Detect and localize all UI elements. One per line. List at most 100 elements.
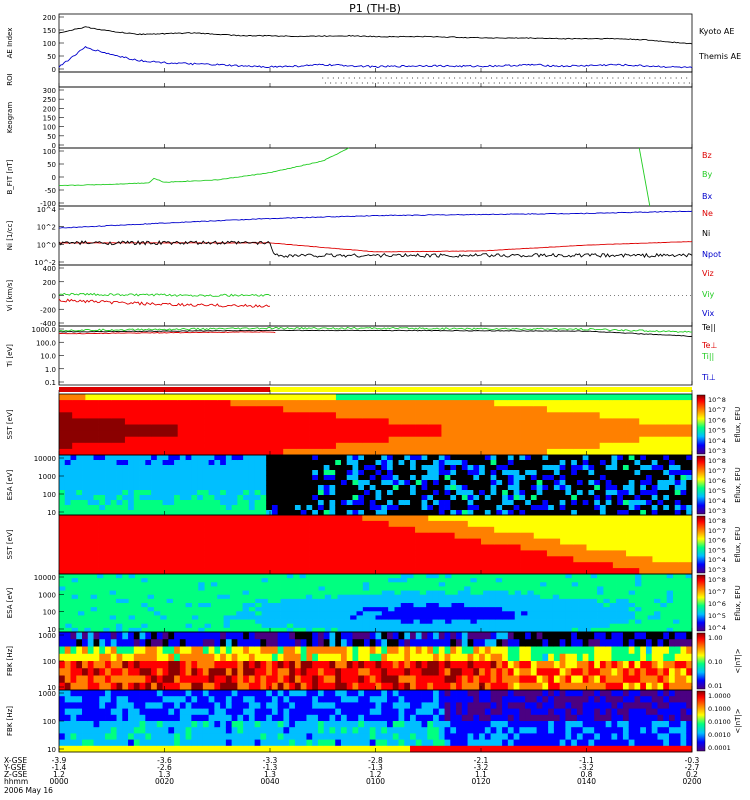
- spectrogram-cell: [392, 465, 399, 471]
- spectrogram-cell: [289, 702, 296, 709]
- spectrogram-cell: [533, 594, 541, 600]
- spectrogram-cell: [665, 442, 680, 450]
- spectrogram-cell: [578, 607, 585, 612]
- spectrogram-cell: [530, 653, 538, 662]
- spectrogram-cell: [473, 455, 480, 461]
- spectrogram-cell: [72, 515, 86, 522]
- spectrogram-cell: [208, 745, 215, 753]
- spectrogram-cell: [652, 436, 667, 444]
- spectrogram-cell: [445, 590, 452, 596]
- spectrogram-cell: [426, 578, 433, 583]
- spectrogram-cell: [243, 424, 258, 431]
- spectrogram-cell: [156, 460, 163, 466]
- spectrogram-cell: [217, 424, 231, 431]
- spectrogram-cell: [294, 632, 302, 640]
- spectrogram-cell: [490, 465, 497, 471]
- spectrogram-cell: [433, 639, 440, 647]
- spectrogram-cell: [536, 675, 543, 684]
- spectrogram-cell: [350, 574, 357, 579]
- spectrogram-cell: [296, 448, 310, 456]
- spectrogram-cell: [116, 653, 123, 662]
- spectrogram-cell: [651, 639, 658, 647]
- spectrogram-cell: [111, 418, 126, 425]
- spectrogram-cell: [352, 455, 359, 461]
- spectrogram-cell: [172, 615, 180, 620]
- spectrogram-cell: [645, 661, 653, 669]
- spectrogram-cell: [185, 590, 193, 596]
- spectrogram-cell: [305, 598, 313, 604]
- spectrogram-cell: [346, 510, 353, 516]
- spectrogram-cell: [124, 394, 139, 401]
- spectrogram-cell: [599, 430, 614, 438]
- spectrogram-cell: [322, 400, 337, 407]
- spectrogram-cell: [609, 615, 617, 620]
- spectrogram-cell: [309, 430, 324, 438]
- spectrogram-cell: [236, 603, 243, 608]
- spectrogram-cell: [668, 675, 676, 684]
- spectrogram-cell: [70, 455, 77, 461]
- spectrogram-cell: [496, 470, 503, 476]
- spectrogram-cell: [93, 480, 100, 486]
- spectrogram-cell: [375, 505, 382, 511]
- spectrogram-cell: [559, 615, 566, 620]
- spectrogram-cell: [122, 708, 129, 716]
- spectrogram-cell: [507, 495, 515, 501]
- spectrogram-cell: [271, 470, 279, 476]
- spectrogram-cell: [122, 574, 130, 579]
- spectrogram-cell: [231, 702, 238, 709]
- spectrogram-cell: [502, 485, 509, 491]
- spectrogram-cell: [639, 442, 653, 450]
- spectrogram-cell: [306, 646, 313, 655]
- spectrogram-cell: [243, 696, 250, 703]
- spectrogram-cell: [645, 653, 653, 662]
- spectrogram-cell: [77, 611, 85, 616]
- spectrogram-cell: [260, 500, 267, 506]
- spectrogram-cell: [76, 675, 83, 684]
- spectrogram-cell: [71, 574, 79, 579]
- spectrogram-cell: [507, 661, 515, 669]
- spectrogram-cell: [340, 470, 348, 476]
- spectrogram-cell: [124, 406, 139, 413]
- spectrogram-cell: [663, 632, 670, 640]
- spectrogram-cell: [588, 646, 595, 655]
- spectrogram-cell: [588, 495, 595, 501]
- spectrogram-cell: [103, 586, 111, 591]
- spectrogram-cell: [312, 623, 319, 629]
- spectrogram-cell: [375, 590, 383, 596]
- spectrogram-cell: [85, 436, 99, 444]
- spectrogram-cell: [115, 598, 123, 604]
- spectrogram-cell: [294, 460, 302, 466]
- spectrogram-cell: [369, 668, 376, 676]
- spectrogram-cell: [520, 556, 535, 563]
- spectrogram-cell: [401, 418, 416, 425]
- spectrogram-cell: [401, 412, 416, 419]
- spectrogram-cell: [461, 632, 468, 640]
- spectrogram-cell: [109, 611, 117, 616]
- spectrogram-cell: [214, 500, 221, 506]
- spectrogram-cell: [248, 661, 256, 669]
- spectrogram-cell: [533, 424, 548, 431]
- spectrogram-cell: [576, 475, 584, 481]
- spectrogram-cell: [103, 574, 111, 579]
- spectrogram-cell: [289, 505, 296, 511]
- spectrogram-cell: [647, 623, 655, 629]
- spectrogram-cell: [214, 460, 221, 466]
- spectrogram-cell: [85, 424, 99, 431]
- spectrogram-cell: [190, 538, 205, 545]
- spectrogram-cell: [502, 639, 509, 647]
- spectrogram-cell: [312, 470, 319, 476]
- spectrogram-cell: [611, 653, 618, 662]
- spectrogram-cell: [571, 485, 578, 491]
- spectrogram-cell: [122, 594, 130, 600]
- spectrogram-cell: [582, 460, 589, 466]
- spectrogram-cell: [331, 574, 338, 579]
- spectrogram-cell: [444, 510, 451, 516]
- spectrogram-cell: [254, 708, 261, 716]
- spectrogram-cell: [375, 394, 390, 401]
- spectrogram-cell: [190, 424, 205, 431]
- spectrogram-cell: [115, 578, 123, 583]
- spectrogram-cell: [237, 470, 244, 476]
- spectrogram-cell: [283, 562, 297, 569]
- spectrogram-cell: [599, 505, 607, 511]
- spectrogram-cell: [673, 607, 680, 612]
